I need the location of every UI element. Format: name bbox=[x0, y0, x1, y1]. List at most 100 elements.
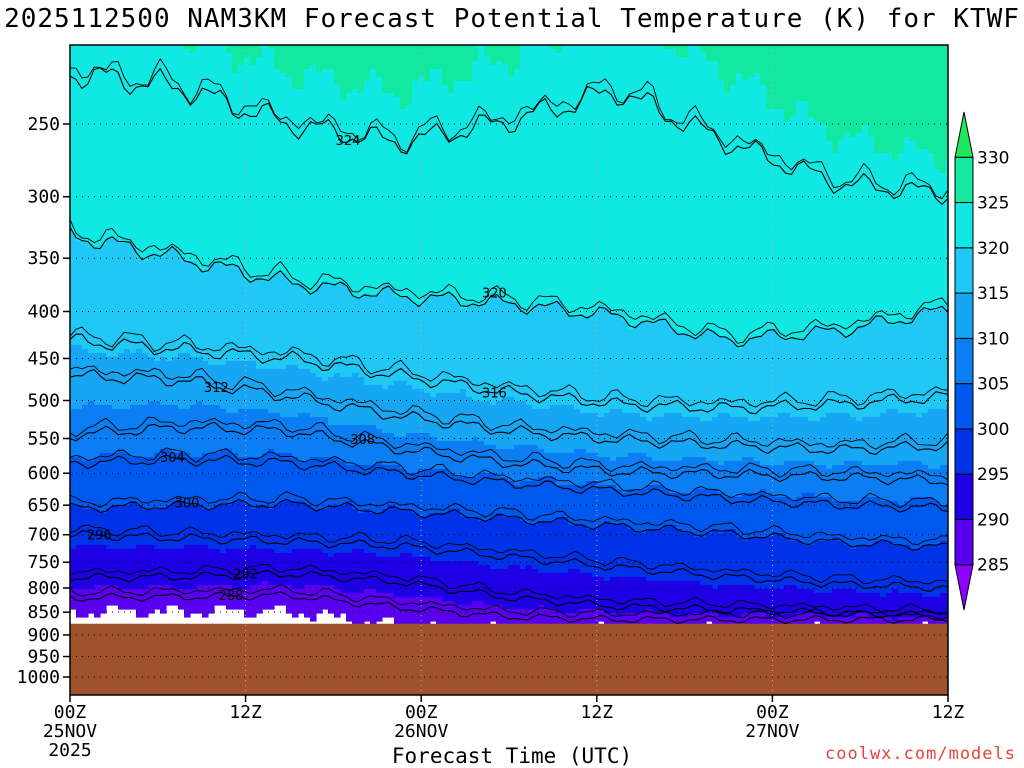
theta-fill-cell bbox=[280, 585, 287, 606]
theta-fill-cell bbox=[874, 617, 881, 626]
theta-fill-cell bbox=[712, 45, 719, 62]
theta-fill-cell bbox=[304, 413, 311, 462]
theta-fill-cell bbox=[310, 509, 317, 550]
theta-fill-cell bbox=[736, 537, 743, 586]
theta-fill-cell bbox=[124, 45, 131, 242]
theta-fill-cell bbox=[190, 505, 197, 546]
theta-fill-cell bbox=[106, 357, 113, 406]
theta-fill-cell bbox=[898, 617, 905, 630]
theta-fill-cell bbox=[514, 609, 521, 634]
theta-fill-cell bbox=[616, 489, 623, 526]
theta-fill-cell bbox=[742, 417, 749, 458]
theta-fill-cell bbox=[442, 293, 449, 394]
theta-fill-cell bbox=[88, 45, 95, 246]
theta-fill-cell bbox=[910, 497, 917, 550]
theta-fill-cell bbox=[730, 617, 737, 630]
theta-fill-cell bbox=[358, 45, 365, 94]
theta-fill-cell bbox=[922, 413, 929, 466]
theta-fill-cell bbox=[730, 85, 737, 342]
theta-fill-cell bbox=[826, 541, 833, 594]
theta-fill-cell bbox=[184, 45, 191, 50]
theta-fill-cell bbox=[424, 297, 431, 394]
theta-fill-cell bbox=[676, 529, 683, 582]
theta-fill-cell bbox=[322, 509, 329, 554]
theta-fill-cell bbox=[220, 505, 227, 554]
y-tick-label: 800 bbox=[27, 578, 60, 599]
theta-fill-cell bbox=[796, 613, 803, 630]
theta-fill-cell bbox=[358, 297, 365, 378]
theta-fill-cell bbox=[244, 45, 251, 58]
theta-fill-cell bbox=[496, 449, 503, 478]
theta-fill-cell bbox=[826, 413, 833, 470]
theta-fill-cell bbox=[454, 301, 461, 394]
theta-fill-cell bbox=[406, 509, 413, 554]
theta-fill-cell bbox=[298, 369, 305, 414]
theta-fill-cell bbox=[190, 53, 197, 262]
theta-fill-cell bbox=[496, 297, 503, 402]
theta-fill-cell bbox=[202, 405, 209, 454]
theta-fill-cell bbox=[682, 57, 689, 334]
theta-fill-cell bbox=[826, 617, 833, 630]
theta-fill-cell bbox=[142, 457, 149, 510]
theta-fill-cell bbox=[826, 45, 833, 142]
theta-fill-cell bbox=[214, 585, 221, 606]
theta-fill-cell bbox=[82, 461, 89, 510]
theta-fill-cell bbox=[520, 521, 527, 570]
contour-line-298 bbox=[70, 524, 948, 585]
theta-fill-cell bbox=[508, 517, 515, 566]
theta-fill-cell bbox=[166, 585, 173, 606]
theta-fill-cell bbox=[448, 473, 455, 510]
theta-fill-cell bbox=[910, 321, 917, 414]
x-tick-label: 26NOV bbox=[394, 721, 448, 742]
theta-fill-cell bbox=[682, 533, 689, 582]
theta-fill-cell bbox=[550, 301, 557, 406]
theta-fill-cell bbox=[394, 297, 401, 382]
x-axis-label: Forecast Time (UTC) bbox=[391, 744, 633, 768]
theta-fill-cell bbox=[232, 413, 239, 454]
theta-fill-cell bbox=[244, 361, 251, 410]
theta-fill-cell bbox=[634, 453, 641, 490]
theta-fill-cell bbox=[442, 393, 449, 442]
theta-fill-cell bbox=[238, 361, 245, 410]
theta-fill-cell bbox=[502, 301, 509, 398]
theta-fill-cell bbox=[742, 345, 749, 418]
colorbar-label: 295 bbox=[977, 465, 1009, 485]
theta-fill-cell bbox=[514, 69, 521, 306]
theta-fill-cell bbox=[298, 501, 305, 550]
theta-fill-cell bbox=[304, 585, 311, 618]
theta-fill-cell bbox=[778, 589, 785, 618]
theta-fill-cell bbox=[616, 577, 623, 618]
theta-fill-cell bbox=[172, 453, 179, 502]
theta-fill-cell bbox=[256, 457, 263, 506]
theta-fill-cell bbox=[610, 577, 617, 614]
theta-fill-cell bbox=[928, 409, 935, 470]
theta-fill-cell bbox=[916, 149, 923, 314]
theta-fill-cell bbox=[148, 457, 155, 510]
theta-fill-cell bbox=[676, 57, 683, 334]
contour-label-288: 288 bbox=[219, 589, 244, 604]
theta-fill-cell bbox=[328, 45, 335, 70]
theta-fill-cell bbox=[874, 593, 881, 618]
theta-fill-cell bbox=[538, 305, 545, 410]
theta-fill-cell bbox=[310, 549, 317, 586]
theta-fill-cell bbox=[712, 461, 719, 490]
theta-fill-cell bbox=[280, 45, 287, 74]
theta-fill-cell bbox=[910, 141, 917, 322]
theta-fill-cell bbox=[424, 517, 431, 558]
theta-fill-cell bbox=[580, 317, 587, 414]
theta-fill-cell bbox=[598, 457, 605, 486]
theta-fill-cell bbox=[946, 465, 948, 506]
theta-fill-cell bbox=[256, 45, 263, 58]
theta-fill-cell bbox=[604, 45, 611, 310]
theta-fill-cell bbox=[196, 545, 203, 586]
theta-fill-cell bbox=[838, 333, 845, 414]
theta-fill-cell bbox=[442, 441, 449, 470]
theta-fill-cell bbox=[730, 585, 737, 618]
theta-fill-cell bbox=[388, 93, 395, 290]
theta-fill-cell bbox=[226, 265, 233, 362]
theta-fill-cell bbox=[466, 517, 473, 562]
credit-link[interactable]: coolwx.com/models bbox=[825, 744, 1016, 764]
theta-fill-cell bbox=[112, 237, 119, 358]
theta-fill-cell bbox=[376, 77, 383, 294]
theta-fill-cell bbox=[484, 565, 491, 606]
